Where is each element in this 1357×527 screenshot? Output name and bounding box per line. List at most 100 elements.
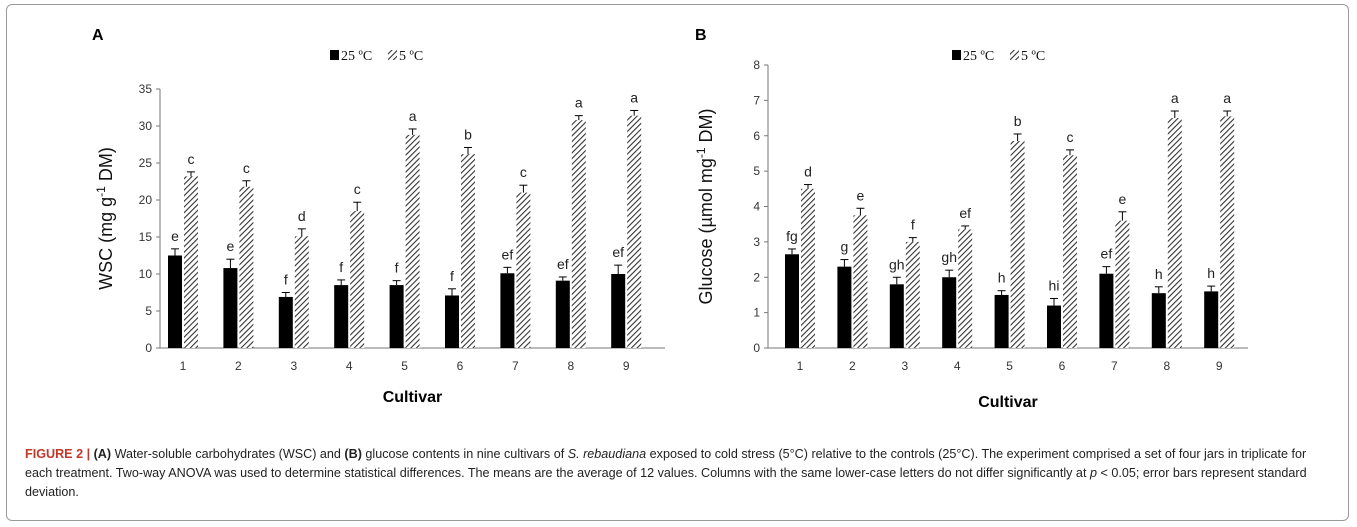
significance-letter: a <box>630 89 638 105</box>
significance-letter: e <box>1119 191 1127 207</box>
legend-a: 25 ºC 5 ºC <box>330 49 423 64</box>
x-axis-label-a: Cultivar <box>383 389 443 406</box>
significance-letter: a <box>409 108 417 124</box>
significance-letter: hi <box>1049 277 1060 293</box>
bar-25c <box>500 273 515 348</box>
bar-25c <box>555 280 570 348</box>
x-tick-label: 4 <box>954 359 961 373</box>
significance-letter: ef <box>1101 246 1113 262</box>
significance-letter: c <box>1067 129 1074 145</box>
legend-swatch-25 <box>330 50 339 60</box>
bar-25c <box>1151 293 1166 348</box>
y-tick-label: 5 <box>753 164 760 178</box>
x-tick-label: 1 <box>180 359 187 373</box>
x-tick-label: 7 <box>512 359 519 373</box>
significance-letter: f <box>339 259 343 275</box>
bar-25c <box>994 294 1009 348</box>
bar-5c <box>801 188 815 348</box>
significance-letter: d <box>298 208 306 224</box>
legend-b: 25 ºC 5 ºC <box>952 49 1045 64</box>
chart-panel-b: B 25 ºC 5 ºC 0 1 2 3 4 5 6 7 8 Glucose (µmol mg-1 DM… <box>694 27 1248 411</box>
significance-letter: f <box>911 217 915 233</box>
significance-letter: e <box>171 228 179 244</box>
bar-5c <box>1220 116 1235 348</box>
significance-letter: h <box>1207 265 1215 281</box>
bar-25c <box>889 284 904 348</box>
bar-5c <box>905 241 920 348</box>
y-tick-label: 3 <box>753 235 760 249</box>
y-tick-label: 15 <box>139 230 153 244</box>
caption-text-1: Water-soluble carbohydrates (WSC) and <box>111 447 345 461</box>
y-tick-label: 0 <box>145 341 152 355</box>
significance-letter: h <box>998 270 1006 286</box>
legend-label-25: 25 ºC <box>341 49 372 64</box>
y-tick-label: 0 <box>753 341 760 355</box>
y-tick-label: 4 <box>753 200 760 214</box>
bar-25c <box>223 268 238 348</box>
significance-letter: a <box>1171 90 1179 106</box>
significance-letter: f <box>395 260 399 276</box>
significance-letter: gh <box>889 256 905 272</box>
x-tick-label: 5 <box>401 359 408 373</box>
y-tick-label: 8 <box>753 58 760 72</box>
caption-text-4: < 0.05; error bars represent standard de… <box>25 466 1307 499</box>
x-tick-label: 9 <box>1216 359 1223 373</box>
y-tick-label: 6 <box>753 129 760 143</box>
bar-25c <box>942 277 957 348</box>
y-tick-label: 20 <box>139 193 153 207</box>
x-tick-label: 4 <box>346 359 353 373</box>
bar-5c <box>958 229 973 348</box>
bar-25c <box>334 285 349 348</box>
significance-letter: e <box>857 187 865 203</box>
caption-text-3: exposed to cold stress (5°C) relative to… <box>25 447 1307 480</box>
y-tick-label: 7 <box>753 93 760 107</box>
y-tick-label: 5 <box>145 304 152 318</box>
x-tick-label: 9 <box>623 359 630 373</box>
caption-part-a-tag: (A) <box>93 447 112 461</box>
y-tick-label: 2 <box>753 270 760 284</box>
x-tick-label: 8 <box>567 359 574 373</box>
bar-5c <box>627 115 642 348</box>
bar-25c <box>445 295 459 348</box>
y-tick-label: 30 <box>139 119 153 133</box>
significance-letter: f <box>284 272 288 288</box>
bar-25c <box>837 266 852 348</box>
legend-label-5: 5 ºC <box>399 49 423 64</box>
x-axis-label-b: Cultivar <box>978 394 1038 411</box>
bar-5c <box>1063 155 1077 348</box>
bar-25c <box>278 296 293 348</box>
bar-25c <box>389 285 404 348</box>
significance-letter: ef <box>557 256 569 272</box>
significance-letter: b <box>1014 113 1022 129</box>
x-tick-label: 8 <box>1163 359 1170 373</box>
y-axis-label-b: Glucose (µmol mg-1 DM) <box>694 108 716 304</box>
legend-label-5: 5 ºC <box>1021 49 1045 64</box>
significance-letter: c <box>188 151 195 167</box>
caption-species: S. rebaudiana <box>567 447 647 461</box>
significance-letter: d <box>804 164 812 180</box>
significance-letter: c <box>520 164 527 180</box>
bar-5c <box>239 186 254 348</box>
x-tick-label: 6 <box>1059 359 1066 373</box>
figure-label: FIGURE 2 | <box>25 447 91 461</box>
figure-caption: FIGURE 2 | (A) Water-soluble carbohydrat… <box>25 445 1330 502</box>
significance-letter: a <box>575 95 583 111</box>
significance-letter: fg <box>786 228 798 244</box>
significance-letter: h <box>1155 266 1163 282</box>
bar-5c <box>516 192 531 348</box>
bar-5c <box>294 236 309 348</box>
y-tick-label: 35 <box>139 82 153 96</box>
bar-25c <box>168 255 182 348</box>
bar-5c <box>350 211 365 348</box>
significance-letter: e <box>227 238 235 254</box>
legend-label-25: 25 ºC <box>963 49 994 64</box>
bar-5c <box>853 215 868 348</box>
x-tick-label: 2 <box>849 359 856 373</box>
x-tick-label: 3 <box>290 359 297 373</box>
bar-25c <box>1204 291 1219 348</box>
bar-5c <box>184 176 198 348</box>
significance-letter: ef <box>502 246 514 262</box>
caption-text-2: glucose contents in nine cultivars of <box>361 447 568 461</box>
